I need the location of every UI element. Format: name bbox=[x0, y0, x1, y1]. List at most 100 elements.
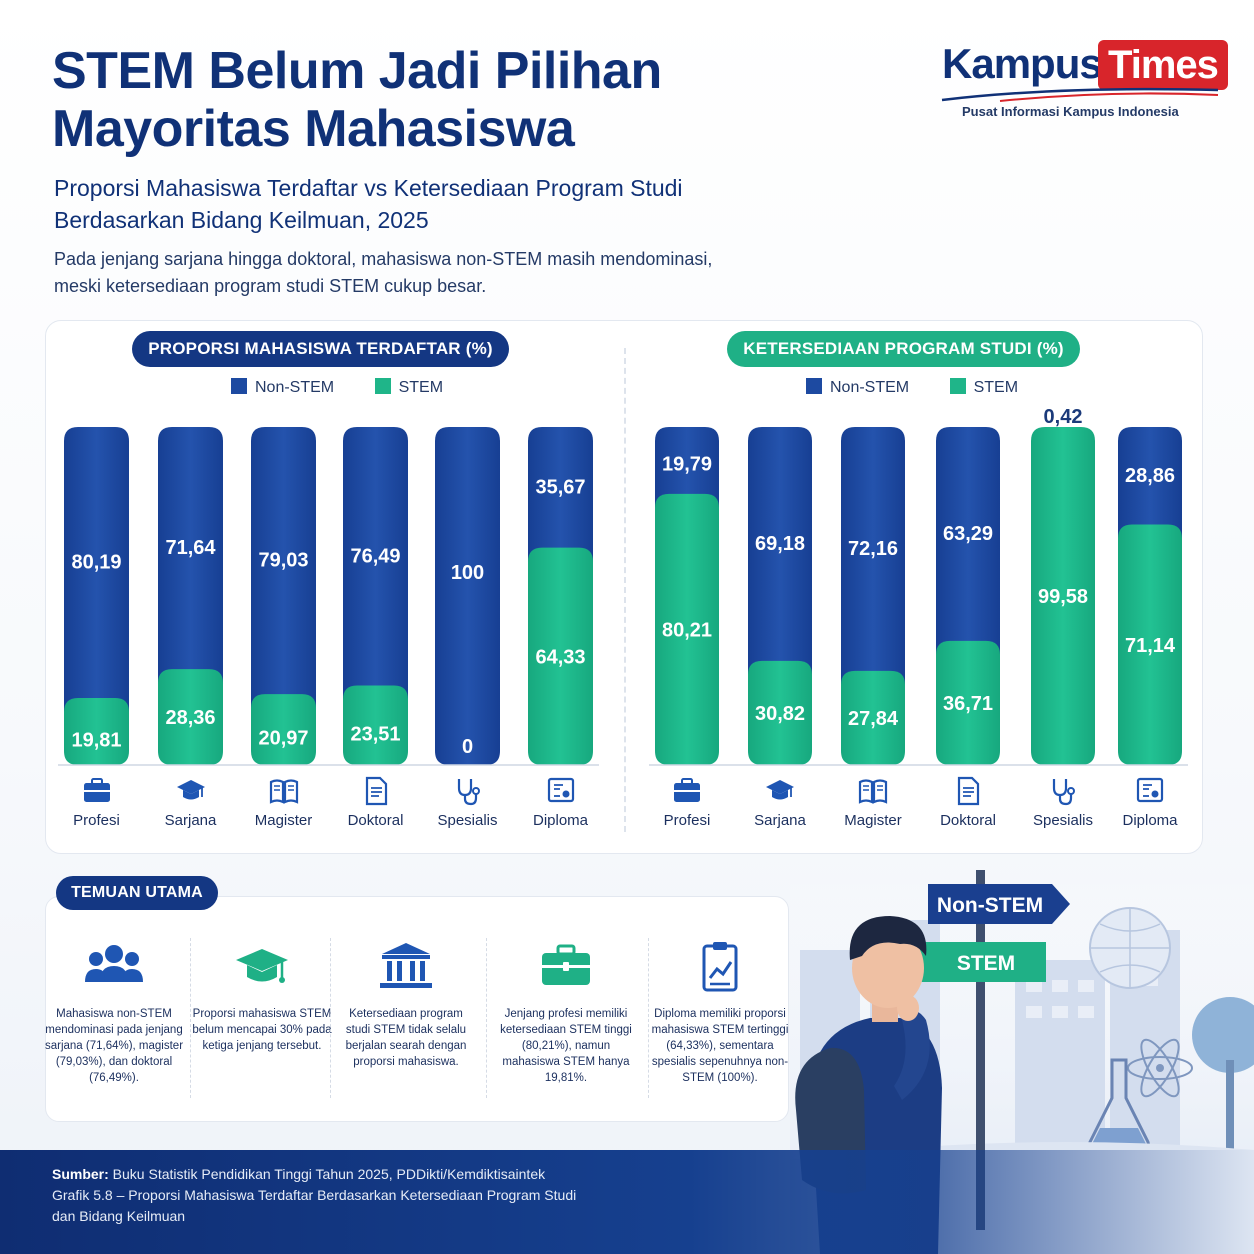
tree-trunk bbox=[1226, 1060, 1234, 1150]
flask-liquid bbox=[1092, 1128, 1146, 1144]
bar-label-stem-doktoral: 36,71 bbox=[943, 693, 993, 715]
bar-stem-spesialis bbox=[1031, 427, 1095, 765]
finding-item-2: Proporsi mahasiswa STEM belum mencapai 3… bbox=[192, 940, 332, 1054]
bar-label-stem-doktoral: 23,51 bbox=[350, 723, 400, 745]
desc-line-2: meski ketersediaan program studi STEM cu… bbox=[54, 276, 487, 296]
sign-non-stem-label: Non-STEM bbox=[937, 894, 1043, 917]
category-label-magister: Magister bbox=[255, 812, 313, 829]
bar-label-non-stem-doktoral: 76,49 bbox=[350, 545, 400, 567]
bar-label-stem-magister: 27,84 bbox=[848, 708, 899, 730]
bar-label-non-stem-magister: 79,03 bbox=[258, 550, 308, 572]
category-label-profesi: Profesi bbox=[73, 812, 120, 829]
bar-label-stem-spesialis: 99,58 bbox=[1038, 586, 1088, 608]
finding-divider bbox=[648, 938, 649, 1098]
graduation-cap-icon bbox=[236, 949, 288, 983]
bar-label-stem-magister: 20,97 bbox=[258, 728, 308, 750]
bar-non-stem-magister bbox=[841, 427, 905, 685]
finding-text-3: Ketersediaan program studi STEM tidak se… bbox=[345, 1008, 467, 1068]
panel-divider bbox=[624, 348, 626, 832]
book-icon bbox=[858, 779, 888, 804]
finding-text-2: Proporsi mahasiswa STEM belum mencapai 3… bbox=[192, 1008, 332, 1052]
graduation-cap-icon bbox=[766, 780, 794, 800]
bar-label-non-stem-spesialis: 100 bbox=[451, 562, 484, 584]
bar-stem-doktoral bbox=[936, 640, 1000, 765]
document-icon bbox=[365, 776, 387, 806]
student-hand bbox=[897, 995, 919, 1021]
category-label-diploma: Diploma bbox=[1122, 812, 1178, 829]
legend-swatch-non-stem bbox=[806, 378, 822, 394]
legend-swatch-non-stem bbox=[231, 378, 247, 394]
legend-label-stem: STEM bbox=[973, 379, 1019, 396]
category-label-spesialis: Spesialis bbox=[1033, 812, 1093, 829]
logo-brand-kampus: Kampus bbox=[942, 40, 1103, 87]
finding-text-5: Diploma memiliki proporsi mahasiswa STEM… bbox=[651, 1008, 789, 1084]
legend-swatch-stem bbox=[949, 378, 966, 394]
findings-panel bbox=[45, 896, 789, 1122]
bar-label-non-stem-profesi: 80,19 bbox=[71, 552, 121, 574]
bar-label-non-stem-spesialis: 0,42 bbox=[1044, 406, 1083, 428]
certificate-icon bbox=[547, 777, 574, 803]
finding-item-4: Jenjang profesi memiliki ketersediaan ST… bbox=[496, 940, 636, 1086]
bar-label-stem-diploma: 71,14 bbox=[1125, 635, 1176, 657]
source-text-block: Sumber: Buku Statistik Pendidikan Tinggi… bbox=[52, 1164, 672, 1227]
category-label-profesi: Profesi bbox=[664, 812, 711, 829]
source-line-1: Sumber: Buku Statistik Pendidikan Tinggi… bbox=[52, 1164, 672, 1185]
student-face bbox=[852, 928, 924, 1008]
book-icon bbox=[269, 779, 298, 804]
bar-stem-profesi bbox=[655, 493, 719, 765]
bar-label-stem-profesi: 80,21 bbox=[662, 619, 712, 641]
student-hair bbox=[849, 916, 927, 960]
bar-non-stem-diploma bbox=[528, 427, 593, 562]
category-label-sarjana: Sarjana bbox=[165, 812, 217, 829]
bar-non-stem-profesi bbox=[64, 427, 129, 713]
source-line-3: dan Bidang Keilmuan bbox=[52, 1208, 186, 1224]
student-arm bbox=[894, 1009, 930, 1100]
legend-item-non-stem: Non-STEM bbox=[231, 378, 334, 397]
chart-1-legend: Non-STEM STEM bbox=[231, 378, 479, 400]
bar-label-non-stem-sarjana: 69,18 bbox=[755, 533, 805, 555]
bar-label-non-stem-sarjana: 71,64 bbox=[165, 537, 216, 559]
certificate-icon bbox=[1136, 777, 1164, 803]
briefcase-icon bbox=[674, 778, 700, 802]
briefcase-icon bbox=[542, 944, 590, 985]
legend-item-stem: STEM bbox=[949, 378, 1019, 397]
legend-label-non-stem: Non-STEM bbox=[255, 379, 335, 396]
findings-title: TEMUAN UTAMA bbox=[56, 876, 218, 910]
legend-item-stem: STEM bbox=[374, 378, 444, 397]
bar-label-non-stem-magister: 72,16 bbox=[848, 538, 898, 560]
bar-label-non-stem-diploma: 28,86 bbox=[1125, 465, 1175, 487]
bar-non-stem-profesi bbox=[655, 427, 719, 508]
finding-divider bbox=[330, 938, 331, 1098]
bar-non-stem-sarjana bbox=[158, 427, 223, 684]
page-subtitle: Proporsi Mahasiswa Terdaftar vs Ketersed… bbox=[54, 172, 814, 236]
stethoscope-icon bbox=[457, 779, 480, 806]
logo-brand-times: Times bbox=[1098, 40, 1228, 90]
logo-swoosh-icon bbox=[941, 87, 1219, 102]
category-label-sarjana: Sarjana bbox=[754, 812, 806, 829]
sign-stem-label: STEM bbox=[957, 952, 1015, 975]
signpost-pole bbox=[976, 870, 985, 1230]
sign-non-stem-board bbox=[928, 884, 1070, 924]
finding-item-1: Mahasiswa non-STEM mendominasi pada jenj… bbox=[44, 940, 184, 1086]
people-icon bbox=[85, 945, 143, 982]
institution-icon bbox=[380, 943, 432, 988]
bar-non-stem-diploma bbox=[1118, 427, 1182, 539]
chart-2-title: KETERSEDIAAN PROGRAM STUDI (%) bbox=[727, 331, 1080, 367]
source-line-2: Grafik 5.8 – Proporsi Mahasiswa Terdafta… bbox=[52, 1187, 577, 1203]
source-text: Buku Statistik Pendidikan Tinggi Tahun 2… bbox=[108, 1166, 546, 1182]
chart-2-legend: Non-STEM STEM bbox=[806, 378, 1054, 400]
finding-divider bbox=[190, 938, 191, 1098]
atom-icon bbox=[1127, 1038, 1193, 1098]
bar-label-stem-sarjana: 30,82 bbox=[755, 703, 805, 725]
finding-text-1: Mahasiswa non-STEM mendominasi pada jenj… bbox=[44, 1008, 184, 1084]
desc-line-1: Pada jenjang sarjana hingga doktoral, ma… bbox=[54, 249, 713, 269]
bar-stem-sarjana bbox=[748, 660, 812, 765]
finding-item-3: Ketersediaan program studi STEM tidak se… bbox=[336, 940, 476, 1070]
source-label: Sumber: bbox=[52, 1166, 109, 1182]
bar-non-stem-doktoral bbox=[936, 427, 1000, 655]
legend-label-stem: STEM bbox=[398, 379, 444, 396]
bar-stem-diploma bbox=[528, 547, 593, 765]
tree-foliage bbox=[1192, 997, 1254, 1073]
bar-non-stem-magister bbox=[251, 427, 316, 709]
